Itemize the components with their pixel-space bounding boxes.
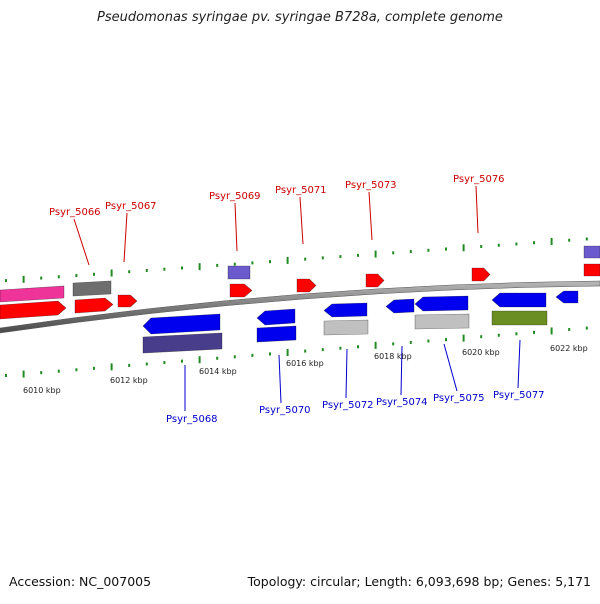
gene-bar-blue-psyr-5070[interactable] (256, 325, 297, 343)
scale-label-6022: 6022 kbp (550, 344, 588, 353)
gene-bar-magenta[interactable] (0, 285, 65, 303)
cds-arrow-forward[interactable] (0, 300, 67, 320)
gene-features (0, 245, 600, 354)
gene-label-psyr-5077[interactable]: Psyr_5077 (493, 390, 545, 401)
scale-label-6010: 6010 kbp (23, 386, 61, 395)
gene-label-psyr-5073[interactable]: Psyr_5073 (345, 180, 397, 191)
gene-label-psyr-5069[interactable]: Psyr_5069 (209, 191, 261, 202)
leader-line-forward (73, 218, 90, 266)
leader-line-forward (234, 202, 238, 252)
genome-summary-text: Topology: circular; Length: 6,093,698 bp… (247, 574, 591, 589)
gene-label-psyr-5070[interactable]: Psyr_5070 (259, 405, 311, 416)
cds-arrow-psyr-5075[interactable] (414, 295, 469, 312)
leader-line-reverse (345, 348, 348, 399)
label-leader-lines (73, 185, 521, 411)
gene-label-psyr-5074[interactable]: Psyr_5074 (376, 397, 428, 408)
leader-line-forward (123, 212, 128, 263)
scale-label-6016: 6016 kbp (286, 359, 324, 368)
cds-arrow-psyr-5073[interactable] (365, 273, 385, 288)
leader-line-reverse (517, 339, 521, 389)
gene-label-psyr-5071[interactable]: Psyr_5071 (275, 185, 327, 196)
cds-arrow-psyr-5074[interactable] (385, 298, 415, 314)
cds-arrow-psyr-5066[interactable] (74, 297, 114, 314)
cds-arrow-reverse-edge[interactable] (555, 290, 579, 304)
cds-arrow-psyr-5068[interactable] (142, 313, 221, 335)
accession-text: Accession: NC_007005 (9, 574, 152, 589)
gene-label-psyr-5072[interactable]: Psyr_5072 (322, 400, 374, 411)
gene-bar-lightgray-psyr-5072[interactable] (323, 319, 369, 336)
cds-arrow-psyr-5069[interactable] (229, 283, 253, 298)
gene-label-psyr-5068[interactable]: Psyr_5068 (166, 414, 218, 425)
leader-line-reverse (443, 343, 458, 392)
gene-bar-violet-psyr-5069[interactable] (227, 265, 251, 280)
gene-bar-gray-psyr-5066[interactable] (72, 280, 112, 297)
gene-label-psyr-5067[interactable]: Psyr_5067 (105, 201, 157, 212)
gene-label-psyr-5075[interactable]: Psyr_5075 (433, 393, 485, 404)
scale-label-6018: 6018 kbp (374, 352, 412, 361)
gene-bar-lightgray-psyr-5075[interactable] (414, 313, 470, 330)
cds-arrow-psyr-5067[interactable] (117, 294, 138, 308)
leader-line-reverse (400, 345, 403, 396)
scale-label-6014: 6014 kbp (199, 367, 237, 376)
cds-arrow-psyr-5071[interactable] (296, 278, 317, 293)
gene-bar-violet-edge[interactable] (583, 245, 600, 259)
leader-line-forward (299, 196, 304, 245)
genome-title: Pseudomonas syringae pv. syringae B728a,… (97, 10, 503, 25)
cds-arrow-psyr-5077[interactable] (491, 292, 547, 308)
gene-label-psyr-5066[interactable]: Psyr_5066 (49, 207, 101, 218)
cds-arrow-psyr-5072[interactable] (323, 302, 368, 318)
cds-arrow-psyr-5076[interactable] (471, 267, 491, 282)
gene-label-psyr-5076[interactable]: Psyr_5076 (453, 174, 505, 185)
cds-arrow-psyr-5070[interactable] (256, 308, 296, 326)
cds-arrow-edge[interactable] (583, 263, 600, 277)
scale-label-6020: 6020 kbp (462, 348, 500, 357)
scale-label-6012: 6012 kbp (110, 376, 148, 385)
scale-ticks (5, 237, 588, 378)
leader-line-reverse (278, 354, 282, 404)
gene-bar-olive-psyr-5077[interactable] (491, 310, 548, 326)
genome-backbone (0, 280, 600, 334)
leader-line-forward (368, 191, 373, 241)
leader-line-forward (475, 185, 479, 234)
gene-bar-slate-psyr-5068[interactable] (142, 332, 223, 354)
